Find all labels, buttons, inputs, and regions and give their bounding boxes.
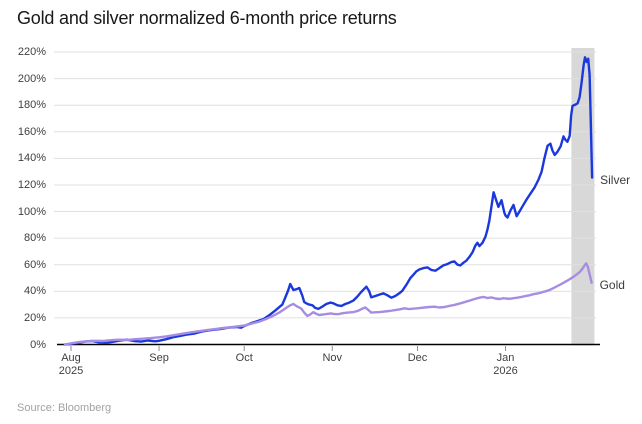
chart-title: Gold and silver normalized 6-month price… [17, 8, 397, 28]
gold-line [63, 262, 593, 346]
silver-line [63, 56, 594, 346]
source-note: Source: Bloomberg [17, 402, 112, 414]
